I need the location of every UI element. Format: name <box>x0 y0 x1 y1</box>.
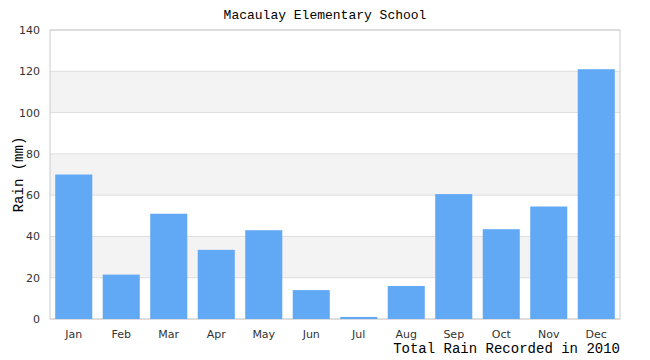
x-tick-label: Sep <box>443 328 464 341</box>
x-tick-label: May <box>252 328 275 341</box>
y-tick-label: 40 <box>26 230 40 243</box>
chart-svg: 0 20 40 60 80 100 120 140 Jan Feb Mar Apr May Jun Jul A… <box>0 0 650 360</box>
grid-band <box>50 71 620 112</box>
y-tick-label: 0 <box>33 313 40 326</box>
x-tick-label: Nov <box>538 328 560 341</box>
y-tick-label: 140 <box>19 24 40 37</box>
bar <box>103 275 140 319</box>
y-tick-label: 20 <box>26 272 40 285</box>
y-tick-label: 80 <box>26 148 40 161</box>
bar <box>150 214 187 319</box>
x-tick-label: Dec <box>586 328 607 341</box>
y-tick-label: 120 <box>19 65 40 78</box>
x-tick-label: Feb <box>112 328 131 341</box>
grid-line <box>50 112 620 113</box>
x-tick-label: Apr <box>207 328 227 341</box>
plot-background <box>50 30 620 319</box>
y-tick-label: 60 <box>26 189 40 202</box>
bar <box>340 317 377 319</box>
grid-line <box>50 195 620 196</box>
chart-container: 0 20 40 60 80 100 120 140 Jan Feb Mar Apr May Jun Jul A… <box>0 0 650 360</box>
bar <box>388 286 425 319</box>
bar <box>245 230 282 319</box>
grid-band <box>50 154 620 195</box>
x-axis-label: Total Rain Recorded in 2010 <box>393 341 620 357</box>
x-tick-label: Aug <box>396 328 417 341</box>
x-tick-label: Jan <box>64 328 82 341</box>
x-tick-label: Oct <box>492 328 512 341</box>
bar <box>435 194 472 319</box>
y-axis-label: Rain (mm) <box>11 137 27 213</box>
x-tick-label: Jun <box>302 328 320 341</box>
title: Macaulay Elementary School <box>224 8 427 23</box>
bar <box>55 175 92 320</box>
x-tick-label: Jul <box>351 328 365 341</box>
bar <box>198 250 235 319</box>
grid-line <box>50 153 620 154</box>
bar <box>293 290 330 319</box>
grid-line <box>50 71 620 72</box>
plot-frame <box>50 30 620 319</box>
y-tick-label: 100 <box>19 107 40 120</box>
bar <box>483 229 520 319</box>
bar <box>578 69 615 319</box>
x-tick-label: Mar <box>158 328 179 341</box>
bar <box>530 206 567 319</box>
bars <box>55 69 615 319</box>
